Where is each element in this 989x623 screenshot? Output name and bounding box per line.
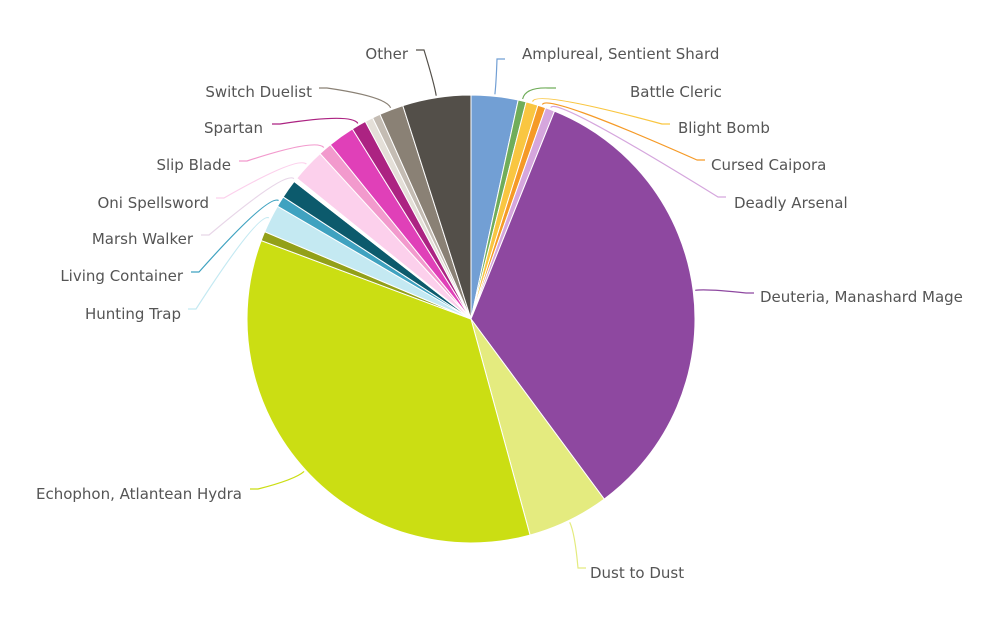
slice-label-battle-cleric: Battle Cleric [630, 83, 722, 101]
slice-label-deuteria-manashard-mage: Deuteria, Manashard Mage [760, 288, 963, 306]
leader-line-slip-blade [239, 144, 325, 162]
pie-labels: Amplureal, Sentient Shard Battle Cleric Bl… [36, 45, 963, 582]
slice-label-blight-bomb: Blight Bomb [678, 119, 770, 137]
leader-line-marsh-walker [201, 177, 295, 236]
leader-line-switch-duelist [319, 87, 392, 109]
pie-slice-deuteria-manashard-mage[interactable] [470, 110, 696, 500]
slice-label-marsh-walker: Marsh Walker [92, 230, 194, 248]
leader-line-cursed-caipora [541, 102, 705, 161]
slice-label-other: Other [365, 45, 408, 63]
slice-label-echophon-atlantean-hydra: Echophon, Atlantean Hydra [36, 485, 242, 503]
slice-label-cursed-caipora: Cursed Caipora [711, 156, 826, 174]
leader-line-dust-to-dust [569, 522, 586, 569]
slice-label-deadly-arsenal: Deadly Arsenal [734, 194, 848, 212]
leader-line-oni-spellsword [216, 162, 307, 199]
pie-slices [246, 94, 696, 544]
leader-line-living-container [191, 199, 279, 273]
slice-label-hunting-trap: Hunting Trap [85, 305, 181, 323]
leader-line-blight-bomb [532, 98, 670, 125]
leader-line-hunting-trap [188, 217, 270, 310]
slice-label-living-container: Living Container [60, 267, 183, 285]
slice-label-switch-duelist: Switch Duelist [205, 83, 312, 101]
leader-line-amplureal-sentient-shard [494, 58, 505, 95]
slice-label-dust-to-dust: Dust to Dust [590, 564, 684, 582]
leader-line-echophon-atlantean-hydra [250, 470, 305, 490]
leader-line-spartan [272, 117, 359, 125]
leader-line-other [416, 49, 437, 96]
leader-line-battle-cleric [522, 87, 556, 100]
pie-slice-echophon-atlantean-hydra[interactable] [246, 239, 531, 544]
slice-label-oni-spellsword: Oni Spellsword [97, 194, 209, 212]
leader-line-deadly-arsenal [550, 105, 726, 198]
pie-slice-other[interactable] [402, 94, 472, 320]
leader-line-deuteria-manashard-mage [695, 289, 754, 294]
slice-label-amplureal-sentient-shard: Amplureal, Sentient Shard [522, 45, 719, 63]
slice-label-spartan: Spartan [204, 119, 263, 137]
slice-label-slip-blade: Slip Blade [156, 156, 231, 174]
